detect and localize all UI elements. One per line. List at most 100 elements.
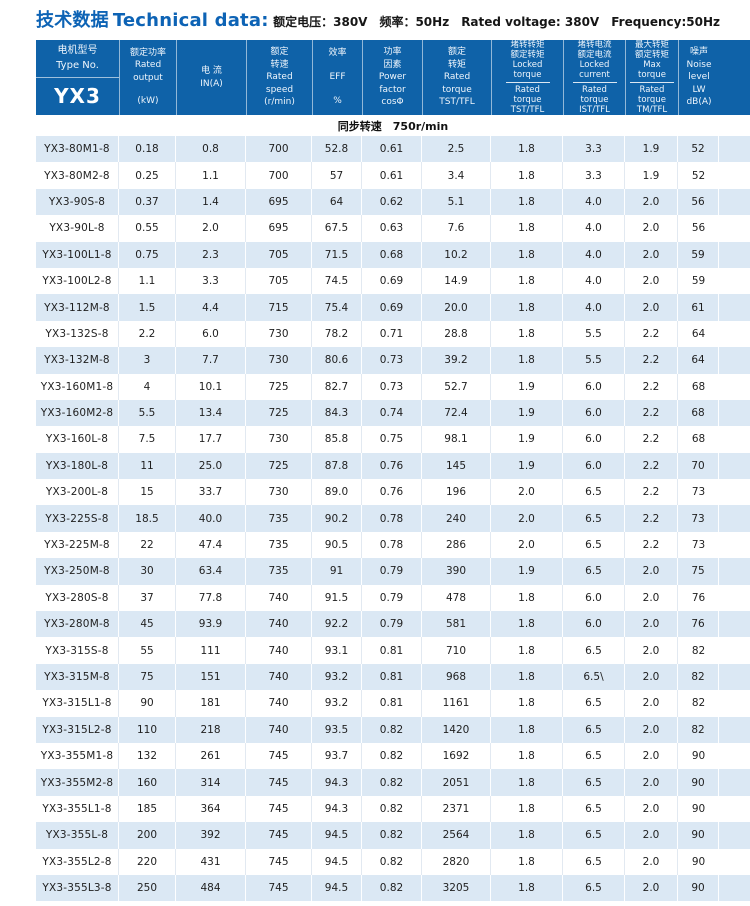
header-line: 额定功率: [129, 48, 166, 58]
value-cell: 2051: [422, 769, 491, 796]
table-row: YX3-100L2-8 1.1 3.3 705 74.5 0.69 14.9 1.8 4.0 2.…: [36, 267, 750, 295]
value-cell: 91.5: [312, 584, 362, 612]
value-cell: 0.76: [362, 452, 422, 480]
column-header-rated-speed: 额定 转速 Rated speed (r/min): [246, 40, 312, 115]
value-cell: 2.0: [625, 611, 678, 638]
value-cell: 700: [246, 136, 312, 163]
value-cell: 82: [691, 644, 706, 657]
value-cell: 6.5: [563, 822, 625, 849]
column-header-max-torque-ratio: 最大转矩 额定转矩 Max torque Rated torque TM/TFL: [625, 40, 678, 115]
header-line: Rated: [134, 60, 162, 71]
value-cell: 745: [246, 822, 312, 849]
header-group: %: [333, 95, 342, 107]
model-cell: YX3-315L1-8: [36, 690, 119, 717]
header-group: 效率: [328, 47, 346, 59]
value-cell: 1.8: [491, 320, 563, 348]
value-cell: 1.9: [625, 162, 678, 189]
value-cell: 61: [678, 294, 719, 321]
header-line: 转速: [270, 59, 289, 70]
value-cell: 64: [691, 327, 706, 340]
header-line: 最大转矩: [634, 40, 669, 50]
value-cell: 5.5: [119, 399, 176, 427]
value-cell: 6.0: [563, 426, 625, 453]
value-cell: 2.0: [625, 769, 678, 796]
value-cell: 0.71: [362, 320, 422, 348]
header-line: 额定转矩: [510, 49, 545, 60]
value-cell: 725: [246, 399, 312, 427]
column-header-rated-torque: 额定 转矩 Rated torque TST/TFL: [422, 40, 491, 115]
technical-data-table: 电机型号 Type No. YX3 额定功率 Rated output (kW) 电 流…: [36, 40, 750, 902]
value-cell: 151: [176, 663, 246, 691]
value-cell: 1.8: [491, 637, 563, 664]
table-row: YX3-315M-8 75 151 740 93.2 0.81 968 1.8 6.5\ 2.0 8…: [36, 663, 750, 691]
header-line: 额定电流: [577, 49, 612, 60]
value-cell: 45: [119, 611, 176, 638]
model-cell: YX3-80M2-8: [36, 162, 119, 189]
value-cell: 68: [678, 399, 719, 427]
value-cell: 740: [246, 611, 312, 638]
value-cell: 2.5: [422, 136, 491, 163]
value-cell: 4.0: [563, 188, 625, 216]
header-line: TM/TFL: [636, 105, 668, 115]
value-cell: 3.3: [563, 162, 625, 189]
header-line: 电 流: [201, 66, 222, 77]
value-cell: 64: [312, 188, 362, 216]
value-cell: 1.9: [491, 399, 563, 427]
value-cell: 6.5: [563, 690, 625, 717]
value-cell: 0.82: [362, 795, 422, 823]
model-cell: YX3-280M-8: [36, 611, 119, 638]
value-cell: 5.5: [563, 320, 625, 348]
header-line: (kW): [137, 95, 159, 106]
value-cell: 1692: [422, 742, 491, 770]
value-cell: 2.2: [625, 347, 678, 374]
value-cell: 78.2: [312, 320, 362, 348]
value-cell: 735: [246, 505, 312, 532]
value-cell: 0.37: [119, 188, 176, 216]
value-cell: 92.2: [312, 611, 362, 638]
value-cell: 6.0: [563, 399, 625, 427]
value-cell: 59: [691, 275, 706, 288]
value-cell: 740: [246, 584, 312, 612]
header-line: IST/TFL: [579, 105, 610, 115]
value-cell: 745: [246, 848, 312, 875]
header-line: torque: [638, 95, 666, 106]
value-cell: 2.2: [625, 426, 678, 453]
fraction-divider: [572, 82, 617, 84]
value-cell: 110: [119, 716, 176, 743]
header-line: Noise: [686, 59, 712, 70]
value-cell: 98.1: [422, 426, 491, 453]
value-cell: 71.5: [312, 241, 362, 268]
value-cell: 0.73: [362, 373, 422, 400]
header-line: level: [688, 72, 710, 83]
value-cell: 40.0: [176, 505, 246, 532]
value-cell: 2.2: [625, 452, 678, 480]
value-cell: 68: [691, 380, 706, 393]
page-header: 技术数据 Technical data: 额定电压：380V 频率：50Hz Ra…: [0, 0, 750, 36]
model-cell: YX3-315L2-8: [36, 716, 119, 743]
value-cell: 1.9: [491, 373, 563, 400]
value-cell: 39.2: [422, 347, 491, 374]
value-cell: 52.8: [312, 136, 362, 163]
value-cell: 18.5: [119, 505, 176, 532]
model-cell: YX3-80M1-8: [36, 136, 119, 163]
value-cell: 730: [246, 320, 312, 348]
series-label: YX3: [54, 83, 101, 108]
value-cell: 90: [691, 855, 706, 868]
value-cell: 76: [678, 611, 719, 638]
type-no-label: 电机型号 Type No.: [36, 40, 119, 78]
page-title-en: Technical data:: [112, 10, 269, 31]
value-cell: 2.2: [625, 320, 678, 348]
value-cell: 145: [422, 452, 491, 480]
header-line: Rated: [266, 72, 293, 83]
value-cell: 1.8: [491, 584, 563, 612]
value-cell: 0.75: [119, 241, 176, 268]
page-title-zh: 技术数据: [36, 10, 109, 31]
value-cell: 2.0: [625, 294, 678, 321]
page-title: 技术数据 Technical data:: [36, 6, 269, 32]
value-cell: 4.0: [563, 267, 625, 295]
value-cell: 740: [246, 716, 312, 743]
table-row: YX3-90L-8 0.55 2.0 695 67.5 0.63 7.6 1.8 4.0 2.0 5…: [36, 215, 750, 242]
value-cell: 0.82: [362, 848, 422, 875]
value-cell: 90: [691, 750, 706, 763]
header-line: 效率: [328, 48, 347, 58]
